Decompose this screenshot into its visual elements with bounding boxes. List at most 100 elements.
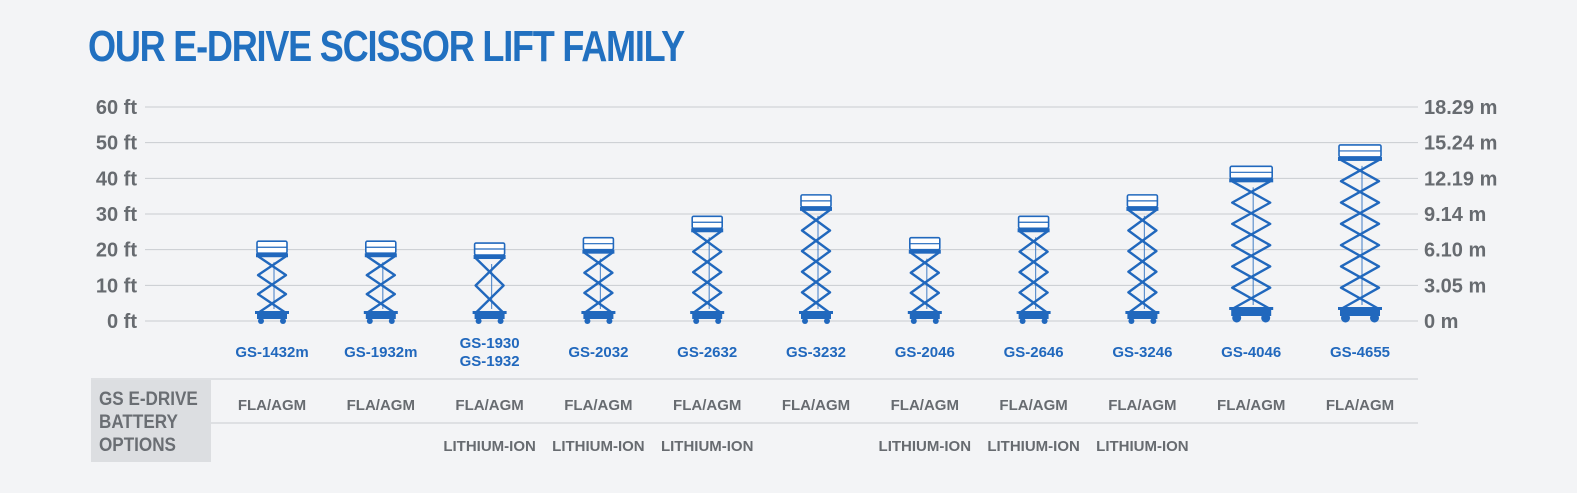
scissor-arm (1231, 180, 1272, 311)
chassis-rail (1125, 311, 1160, 314)
page-title: OUR E-DRIVE SCISSOR LIFT FAMILY (88, 22, 685, 71)
y-tick-right: 0 m (1424, 311, 1458, 333)
battery-fla-agm: FLA/AGM (564, 397, 632, 414)
chassis-rail (472, 311, 507, 314)
platform-deck (256, 253, 288, 258)
battery-fla-agm: FLA/AGM (782, 397, 850, 414)
battery-lithium-ion: LITHIUM-ION (661, 438, 753, 455)
y-tick-left: 30 ft (96, 204, 137, 226)
scissor-arm (800, 208, 832, 314)
y-tick-right: 9.14 m (1424, 204, 1486, 226)
wheel (693, 318, 700, 324)
chassis (1018, 313, 1049, 319)
chassis-rail (363, 311, 398, 314)
platform-deck (1126, 206, 1159, 211)
row-label-line-2: BATTERY (99, 412, 178, 433)
battery-fla-agm: FLA/AGM (455, 397, 523, 414)
chassis-rail (690, 311, 725, 314)
model-label: GS-1432m (235, 344, 308, 361)
chassis-rail (1338, 307, 1382, 310)
lift-gs-2032 (581, 236, 616, 324)
battery-lithium-ion: LITHIUM-ION (443, 438, 535, 455)
y-tick-left: 0 ft (107, 311, 137, 333)
y-tick-left: 50 ft (96, 133, 137, 155)
platform-deck (1229, 178, 1274, 183)
chassis (692, 313, 723, 319)
chassis-rail (799, 311, 833, 314)
model-label: GS-2032 (568, 344, 628, 361)
wheel (388, 318, 395, 324)
battery-lithium-ion: LITHIUM-ION (879, 438, 971, 455)
platform-deck (1338, 156, 1382, 161)
scissor-arm (1018, 230, 1049, 314)
model-label: GS-1932m (344, 344, 417, 361)
chassis-rail (581, 311, 616, 314)
y-tick-left: 10 ft (96, 275, 137, 297)
wheel (258, 318, 264, 324)
model-label: GS-2046 (895, 344, 955, 361)
battery-lithium-ion: LITHIUM-ION (552, 438, 644, 455)
battery-lithium-ion: LITHIUM-ION (987, 438, 1079, 455)
y-tick-left: 40 ft (96, 168, 137, 190)
chassis (583, 313, 614, 319)
chassis (1340, 309, 1380, 316)
lift-gs-2646 (1016, 215, 1051, 324)
wheel (475, 318, 482, 324)
y-tick-right: 6.10 m (1424, 240, 1486, 262)
wheel (715, 318, 722, 324)
battery-fla-agm: FLA/AGM (1217, 397, 1285, 414)
lift-gs-1930-gs-1932 (472, 242, 507, 324)
scissor-arm (256, 255, 288, 314)
chassis (1231, 309, 1272, 316)
wheel (1150, 318, 1157, 324)
platform-deck (364, 253, 397, 258)
wheel (824, 318, 830, 324)
model-label: GS-2646 (1004, 344, 1064, 361)
model-label: GS-4046 (1221, 344, 1281, 361)
model-label: GS-3246 (1112, 344, 1172, 361)
battery-fla-agm: FLA/AGM (891, 397, 959, 414)
wheel (802, 318, 808, 324)
lift-gs-1932m (363, 240, 398, 324)
platform-deck (473, 255, 506, 260)
y-tick-left: 20 ft (96, 240, 137, 262)
y-tick-right: 18.29 m (1424, 97, 1497, 119)
lift-gs-4655 (1338, 144, 1382, 323)
wheel (606, 318, 613, 324)
scissor-arm (909, 251, 940, 314)
wheel (1128, 318, 1135, 324)
scissor-arm (1127, 208, 1158, 314)
row-label-line-3: OPTIONS (99, 435, 176, 456)
wheel (280, 318, 286, 324)
y-tick-left: 60 ft (96, 97, 137, 119)
wheel (1232, 313, 1242, 323)
lift-gs-3246 (1125, 194, 1160, 324)
platform-deck (908, 249, 941, 254)
wheel (1261, 313, 1271, 323)
battery-fla-agm: FLA/AGM (1108, 397, 1176, 414)
model-label: GS-1930 (460, 335, 520, 352)
row-label-line-1: GS E-DRIVE (99, 389, 198, 410)
battery-lithium-ion: LITHIUM-ION (1096, 438, 1188, 455)
battery-fla-agm: FLA/AGM (1326, 397, 1394, 414)
chassis-rail (255, 311, 289, 314)
scissor-arm (474, 257, 505, 314)
platform-deck (800, 206, 832, 211)
model-label: GS-1932 (460, 353, 520, 370)
lift-gs-4046 (1229, 165, 1274, 323)
battery-fla-agm: FLA/AGM (999, 397, 1067, 414)
wheel (1370, 313, 1379, 323)
chassis (365, 313, 396, 319)
platform-deck (1017, 228, 1050, 233)
chassis (1127, 313, 1158, 319)
battery-options-label: GS E-DRIVE BATTERY OPTIONS (91, 380, 211, 462)
scissor-arm (474, 257, 505, 314)
y-tick-right: 3.05 m (1424, 275, 1486, 297)
y-tick-right: 12.19 m (1424, 168, 1497, 190)
lift-gs-2046 (907, 236, 942, 324)
lift-gs-1432m (255, 240, 289, 324)
scissor-arm (583, 251, 614, 314)
scissor-arm (365, 255, 396, 314)
scissor-arm (1339, 158, 1381, 311)
lift-gs-3232 (799, 194, 833, 324)
